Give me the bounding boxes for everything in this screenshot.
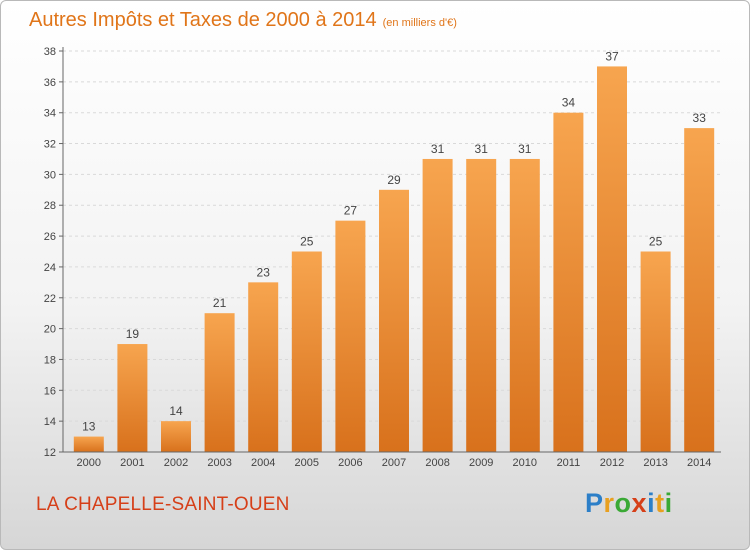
value-label-2008: 31 [431, 142, 445, 156]
value-label-2003: 21 [213, 296, 227, 310]
y-tick-label: 16 [44, 385, 56, 397]
x-tick-label-2006: 2006 [338, 457, 362, 469]
y-tick-label: 28 [44, 200, 56, 212]
value-label-2014: 33 [693, 111, 707, 125]
value-label-2005: 25 [300, 235, 314, 249]
bar-2010 [509, 158, 540, 452]
x-tick-label-2012: 2012 [600, 457, 624, 469]
value-label-2011: 34 [562, 96, 576, 110]
bar-2012 [597, 66, 627, 452]
value-label-2006: 27 [344, 204, 358, 218]
x-tick-label-2004: 2004 [251, 457, 275, 469]
bar-2008 [422, 158, 453, 452]
logo-letter: x [631, 488, 648, 518]
y-tick-label: 36 [44, 77, 56, 89]
y-tick-label: 30 [44, 169, 56, 181]
bar-2001 [117, 344, 148, 452]
x-tick-label-2002: 2002 [164, 457, 188, 469]
proxiti-logo: Proxiti [585, 488, 673, 519]
y-tick-label: 14 [44, 416, 56, 428]
bar-2009 [466, 158, 497, 452]
value-label-2007: 29 [387, 173, 401, 187]
x-tick-label-2011: 2011 [557, 457, 581, 469]
axes: 12 14 16 18 20 22 24 26 28 30 32 34 36 38 2000 2001 2002… [44, 46, 721, 469]
value-label-2002: 14 [169, 404, 183, 418]
bar-2013 [640, 251, 671, 452]
bar-2002 [161, 421, 191, 452]
bar-2006 [335, 220, 366, 452]
logo-letter: i [647, 488, 656, 518]
y-tick-label: 32 [44, 139, 56, 151]
logo-letter: o [614, 488, 632, 518]
y-tick-label: 38 [44, 46, 56, 58]
commune-name: LA CHAPELLE-SAINT-OUEN [36, 494, 290, 515]
y-tick-label: 20 [44, 324, 56, 336]
value-label-2000: 13 [82, 420, 96, 434]
bar-2011 [553, 112, 584, 452]
x-tick-label-2009: 2009 [469, 457, 493, 469]
y-tick-label: 26 [44, 231, 56, 243]
x-tick-label-2013: 2013 [643, 457, 667, 469]
logo-letter: i [664, 488, 673, 518]
x-tick-label-2007: 2007 [382, 457, 406, 469]
logo-letter: t [655, 488, 665, 518]
y-tick-label: 24 [44, 262, 56, 274]
bar-2005 [291, 251, 322, 452]
x-tick-label-2001: 2001 [120, 457, 144, 469]
bar-2000 [73, 436, 104, 452]
bar-2003 [204, 313, 235, 452]
x-tick-label-2010: 2010 [513, 457, 537, 469]
value-label-2004: 23 [257, 265, 271, 279]
logo-letter: P [585, 488, 604, 518]
value-label-2010: 31 [518, 142, 532, 156]
x-tick-label-2000: 2000 [77, 457, 101, 469]
bar-2014 [684, 128, 715, 452]
chart-title-unit: (en milliers d'€) [382, 17, 457, 29]
y-tick-label: 34 [44, 108, 56, 120]
value-label-2001: 19 [126, 327, 140, 341]
y-tick-label: 12 [44, 447, 56, 459]
bar-2004 [248, 282, 279, 452]
bar-2007 [379, 189, 409, 453]
x-tick-label-2008: 2008 [425, 457, 449, 469]
y-tick-label: 22 [44, 293, 56, 305]
logo-letter: r [603, 488, 615, 518]
chart-title: Autres Impôts et Taxes de 2000 à 2014 (en… [29, 9, 457, 32]
bars: 13 19 14 21 23 25 27 29 31 31 31 34 37 25 33 [73, 49, 715, 453]
x-tick-label-2003: 2003 [207, 457, 231, 469]
x-tick-label-2014: 2014 [687, 457, 711, 469]
value-label-2013: 25 [649, 235, 663, 249]
value-label-2009: 31 [475, 142, 489, 156]
y-tick-label: 18 [44, 354, 56, 366]
value-label-2012: 37 [605, 49, 619, 63]
x-tick-label-2005: 2005 [295, 457, 319, 469]
chart-title-text: Autres Impôts et Taxes de 2000 à 2014 [29, 9, 377, 31]
